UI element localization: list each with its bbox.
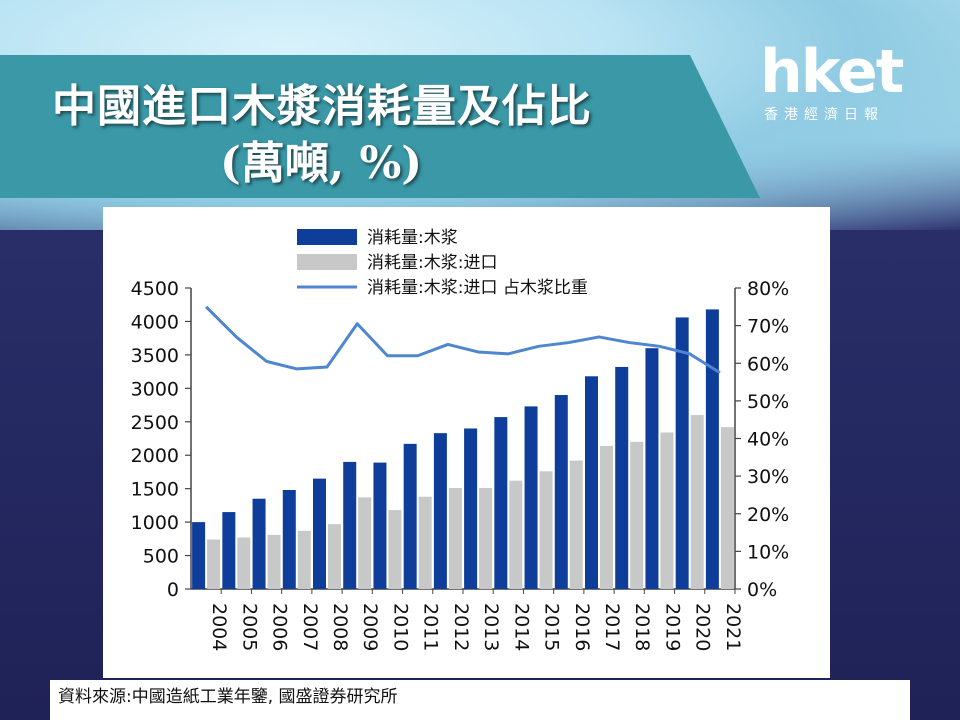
right-tick-label: 60% — [747, 353, 789, 375]
bar-import — [418, 496, 432, 589]
chart: 0 500 1000 1500 2000 2500 3000 3500 4000 4500 0% 10… — [131, 228, 790, 651]
left-tick-label: 3000 — [131, 378, 179, 400]
left-tick-label: 1000 — [131, 512, 179, 534]
x-tick-label: 2017 — [601, 603, 623, 651]
x-tick-label: 2009 — [359, 603, 381, 651]
legend-label-share: 消耗量:木浆:进口 占木浆比重 — [367, 278, 588, 298]
x-tick-label: 2021 — [722, 603, 744, 651]
bar-total — [615, 366, 629, 589]
bar-import — [297, 530, 311, 589]
right-tick-label: 50% — [747, 391, 789, 413]
source-note: 資料來源:中國造紙工業年鑒, 國盛證券研究所 — [50, 680, 910, 720]
bar-total — [464, 428, 478, 589]
right-tick-label: 80% — [747, 278, 789, 300]
x-tick-label: 2018 — [631, 603, 653, 651]
bar-import — [388, 510, 402, 589]
bar-import — [630, 441, 644, 589]
x-tick-label: 2012 — [450, 603, 472, 651]
bar-total — [403, 443, 417, 589]
x-tick-label: 2013 — [480, 603, 502, 651]
x-tick-label: 2015 — [541, 603, 563, 651]
left-tick-label: 4500 — [131, 278, 179, 300]
bar-import — [267, 534, 281, 589]
bar-import — [358, 497, 372, 589]
bar-total — [343, 461, 357, 589]
bar-total — [373, 462, 387, 589]
x-tick-label: 2007 — [299, 603, 321, 651]
left-tick-label: 2500 — [131, 412, 179, 434]
left-tick-label: 2000 — [131, 445, 179, 467]
hket-logo: hket 香港經濟日報 — [760, 42, 930, 132]
logo-subtitle: 香港經濟日報 — [764, 107, 884, 123]
bar-import — [207, 539, 221, 589]
left-tick-label: 500 — [143, 546, 179, 568]
bar-total — [192, 522, 206, 589]
x-tick-label: 2019 — [661, 603, 683, 651]
left-tick-label: 1500 — [131, 479, 179, 501]
right-tick-label: 30% — [747, 466, 789, 488]
bar-import — [660, 432, 674, 589]
bar-total — [222, 512, 236, 589]
logo-wordmark: hket — [760, 37, 904, 107]
bar-total — [645, 348, 659, 589]
x-tick-label: 2010 — [389, 603, 411, 651]
right-tick-label: 70% — [747, 316, 789, 338]
legend-label-total: 消耗量:木浆 — [367, 228, 458, 248]
bar-import — [237, 537, 251, 589]
x-tick-label: 2004 — [208, 603, 230, 651]
x-tick-label: 2006 — [269, 603, 291, 651]
bar-total — [675, 317, 689, 589]
bar-total — [252, 498, 266, 589]
x-tick-label: 2011 — [420, 603, 442, 651]
x-tick-label: 2008 — [329, 603, 351, 651]
bar-import — [690, 415, 704, 589]
bar-import — [569, 460, 583, 589]
right-tick-label: 0% — [747, 579, 777, 601]
legend-swatch-import — [297, 254, 357, 270]
x-tick-label: 2005 — [238, 603, 260, 651]
right-tick-label: 10% — [747, 541, 789, 563]
share-line — [205, 305, 721, 374]
x-tick-label: 2020 — [692, 603, 714, 651]
x-tick-label: 2016 — [571, 603, 593, 651]
bar-import — [600, 445, 613, 589]
left-tick-label: 0 — [167, 579, 179, 601]
bar-total — [705, 309, 719, 589]
bar-import — [328, 524, 341, 589]
legend-swatch-total — [297, 229, 357, 245]
left-tick-label: 3500 — [131, 345, 179, 367]
bar-total — [433, 433, 447, 589]
bar-import — [479, 487, 493, 589]
page-subtitle: (萬噸, %) — [220, 138, 423, 189]
title-banner — [0, 55, 760, 198]
bar-total — [585, 376, 598, 589]
chart-panel: 0 500 1000 1500 2000 2500 3000 3500 4000 4500 0% 10… — [103, 207, 830, 678]
bar-import — [539, 471, 553, 589]
x-tick-label: 2014 — [510, 603, 532, 651]
right-tick-label: 40% — [747, 429, 789, 451]
legend-label-import: 消耗量:木浆:进口 — [367, 253, 497, 273]
bar-total — [494, 417, 508, 589]
right-tick-label: 20% — [747, 504, 789, 526]
left-tick-label: 4000 — [131, 311, 179, 333]
bar-total — [524, 406, 538, 589]
bar-import — [720, 427, 734, 589]
bar-import — [509, 480, 523, 589]
bar-total — [313, 478, 326, 589]
bar-total — [554, 395, 568, 589]
bar-import — [448, 487, 462, 589]
page-title: 中國進口木漿消耗量及佔比 — [52, 81, 592, 132]
bar-total — [282, 490, 296, 589]
